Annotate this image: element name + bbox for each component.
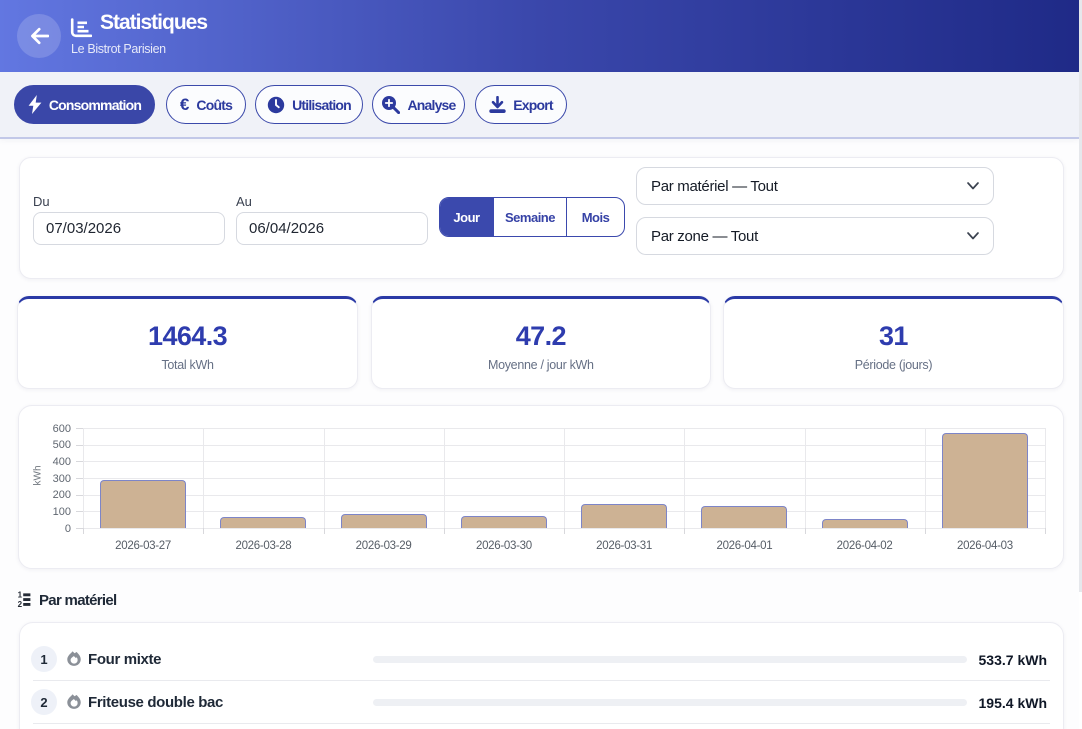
svg-text:1: 1	[18, 591, 23, 600]
svg-text:2: 2	[18, 600, 23, 608]
